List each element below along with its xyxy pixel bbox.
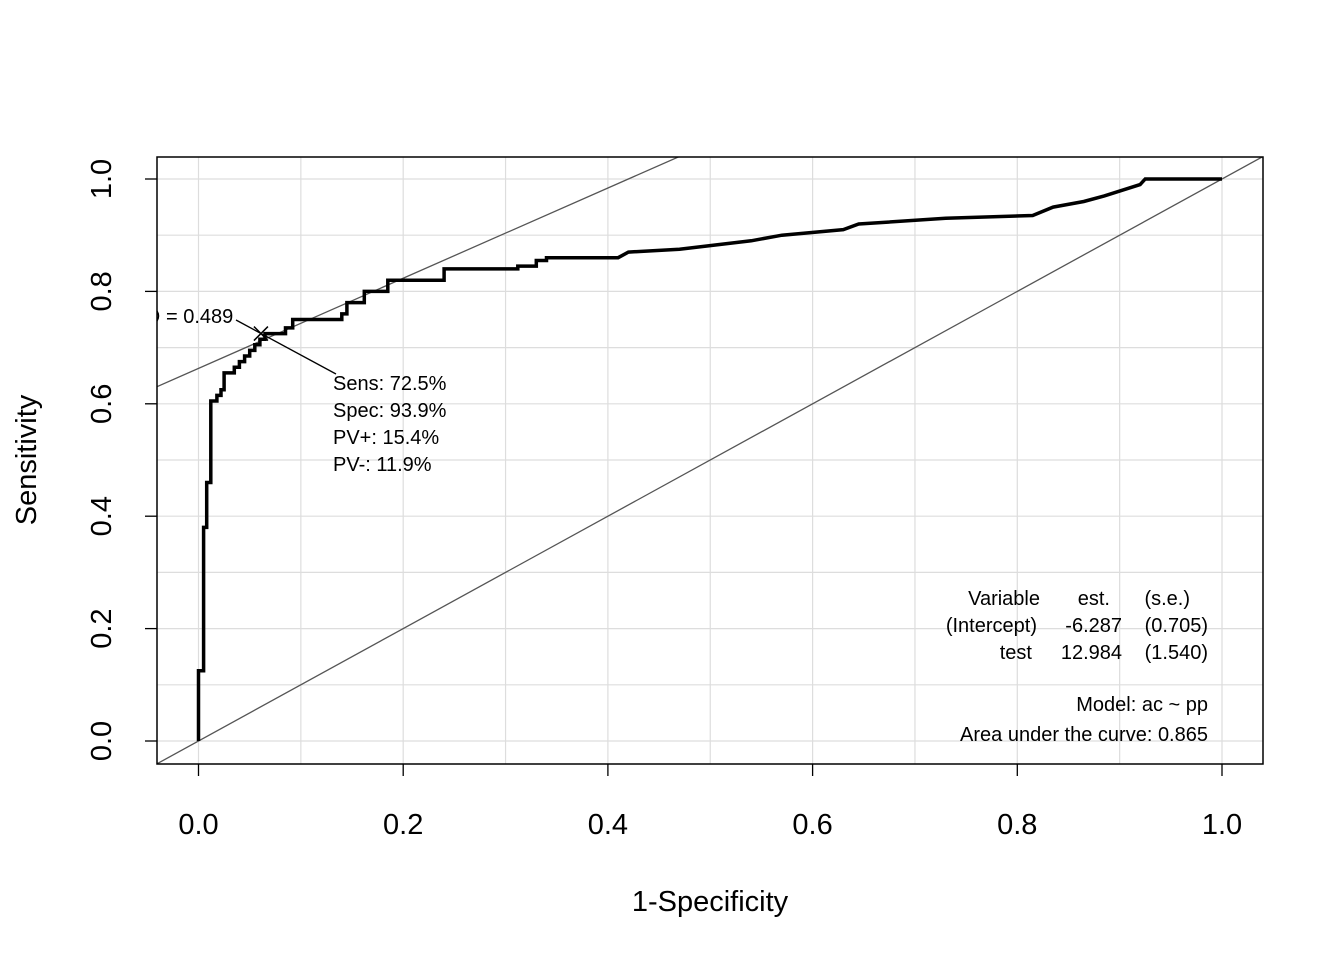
spec-label: Spec: 93.9%	[333, 400, 447, 422]
x-tick-label: 0.8	[997, 809, 1037, 841]
x-axis-title: 1-Specificity	[632, 886, 789, 918]
plot-frame	[156, 156, 1264, 765]
table-row-intercept-se: (0.705)	[1145, 615, 1208, 637]
y-axis: 0.0 0.2 0.4 0.6 0.8 1.0	[86, 159, 157, 761]
grid-lines	[157, 157, 1263, 764]
table-row-intercept-name: (Intercept)	[946, 615, 1037, 637]
cutoff-leader-line	[235, 319, 337, 375]
y-tick-label: 0.8	[86, 271, 118, 311]
table-row-test-se: (1.540)	[1145, 642, 1208, 664]
x-tick-label: 1.0	[1202, 809, 1242, 841]
pv-plus-label: PV+: 15.4%	[333, 427, 439, 449]
y-tick-label: 0.2	[86, 608, 118, 648]
clipped-open-paren	[156, 310, 160, 322]
table-row-test-name: test	[1000, 642, 1033, 664]
x-tick-label: 0.0	[178, 809, 218, 841]
cutoff-label: = 0.489	[166, 306, 233, 328]
model-formula: Model: ac ~ pp	[1076, 694, 1208, 716]
table-row-test-est: 12.984	[1061, 642, 1122, 664]
y-tick-label: 0.6	[86, 384, 118, 424]
cutoff-marker	[253, 326, 269, 342]
y-tick-label: 0.0	[86, 721, 118, 761]
sens-label: Sens: 72.5%	[333, 373, 447, 395]
y-axis-title: Sensitivity	[11, 394, 43, 525]
table-row-intercept-est: -6.287	[1065, 615, 1122, 637]
x-axis: 0.0 0.2 0.4 0.6 0.8 1.0	[178, 764, 1242, 841]
auc-label: Area under the curve: 0.865	[960, 724, 1208, 746]
x-tick-label: 0.2	[383, 809, 423, 841]
y-tick-label: 1.0	[86, 159, 118, 199]
y-tick-label: 0.4	[86, 496, 118, 536]
reference-lines	[157, 157, 1263, 764]
table-header-variable: Variable	[968, 588, 1040, 610]
coef-table: Variable est. (s.e.) (Intercept) -6.287 …	[946, 588, 1208, 746]
roc-curve	[196, 177, 1222, 741]
x-tick-label: 0.6	[792, 809, 832, 841]
table-header-se: (s.e.)	[1144, 588, 1190, 610]
reference-line-1	[157, 157, 1263, 764]
reference-line-2	[157, 157, 680, 388]
table-header-est: est.	[1078, 588, 1110, 610]
pv-minus-label: PV-: 11.9%	[333, 454, 432, 476]
x-tick-label: 0.4	[588, 809, 628, 841]
